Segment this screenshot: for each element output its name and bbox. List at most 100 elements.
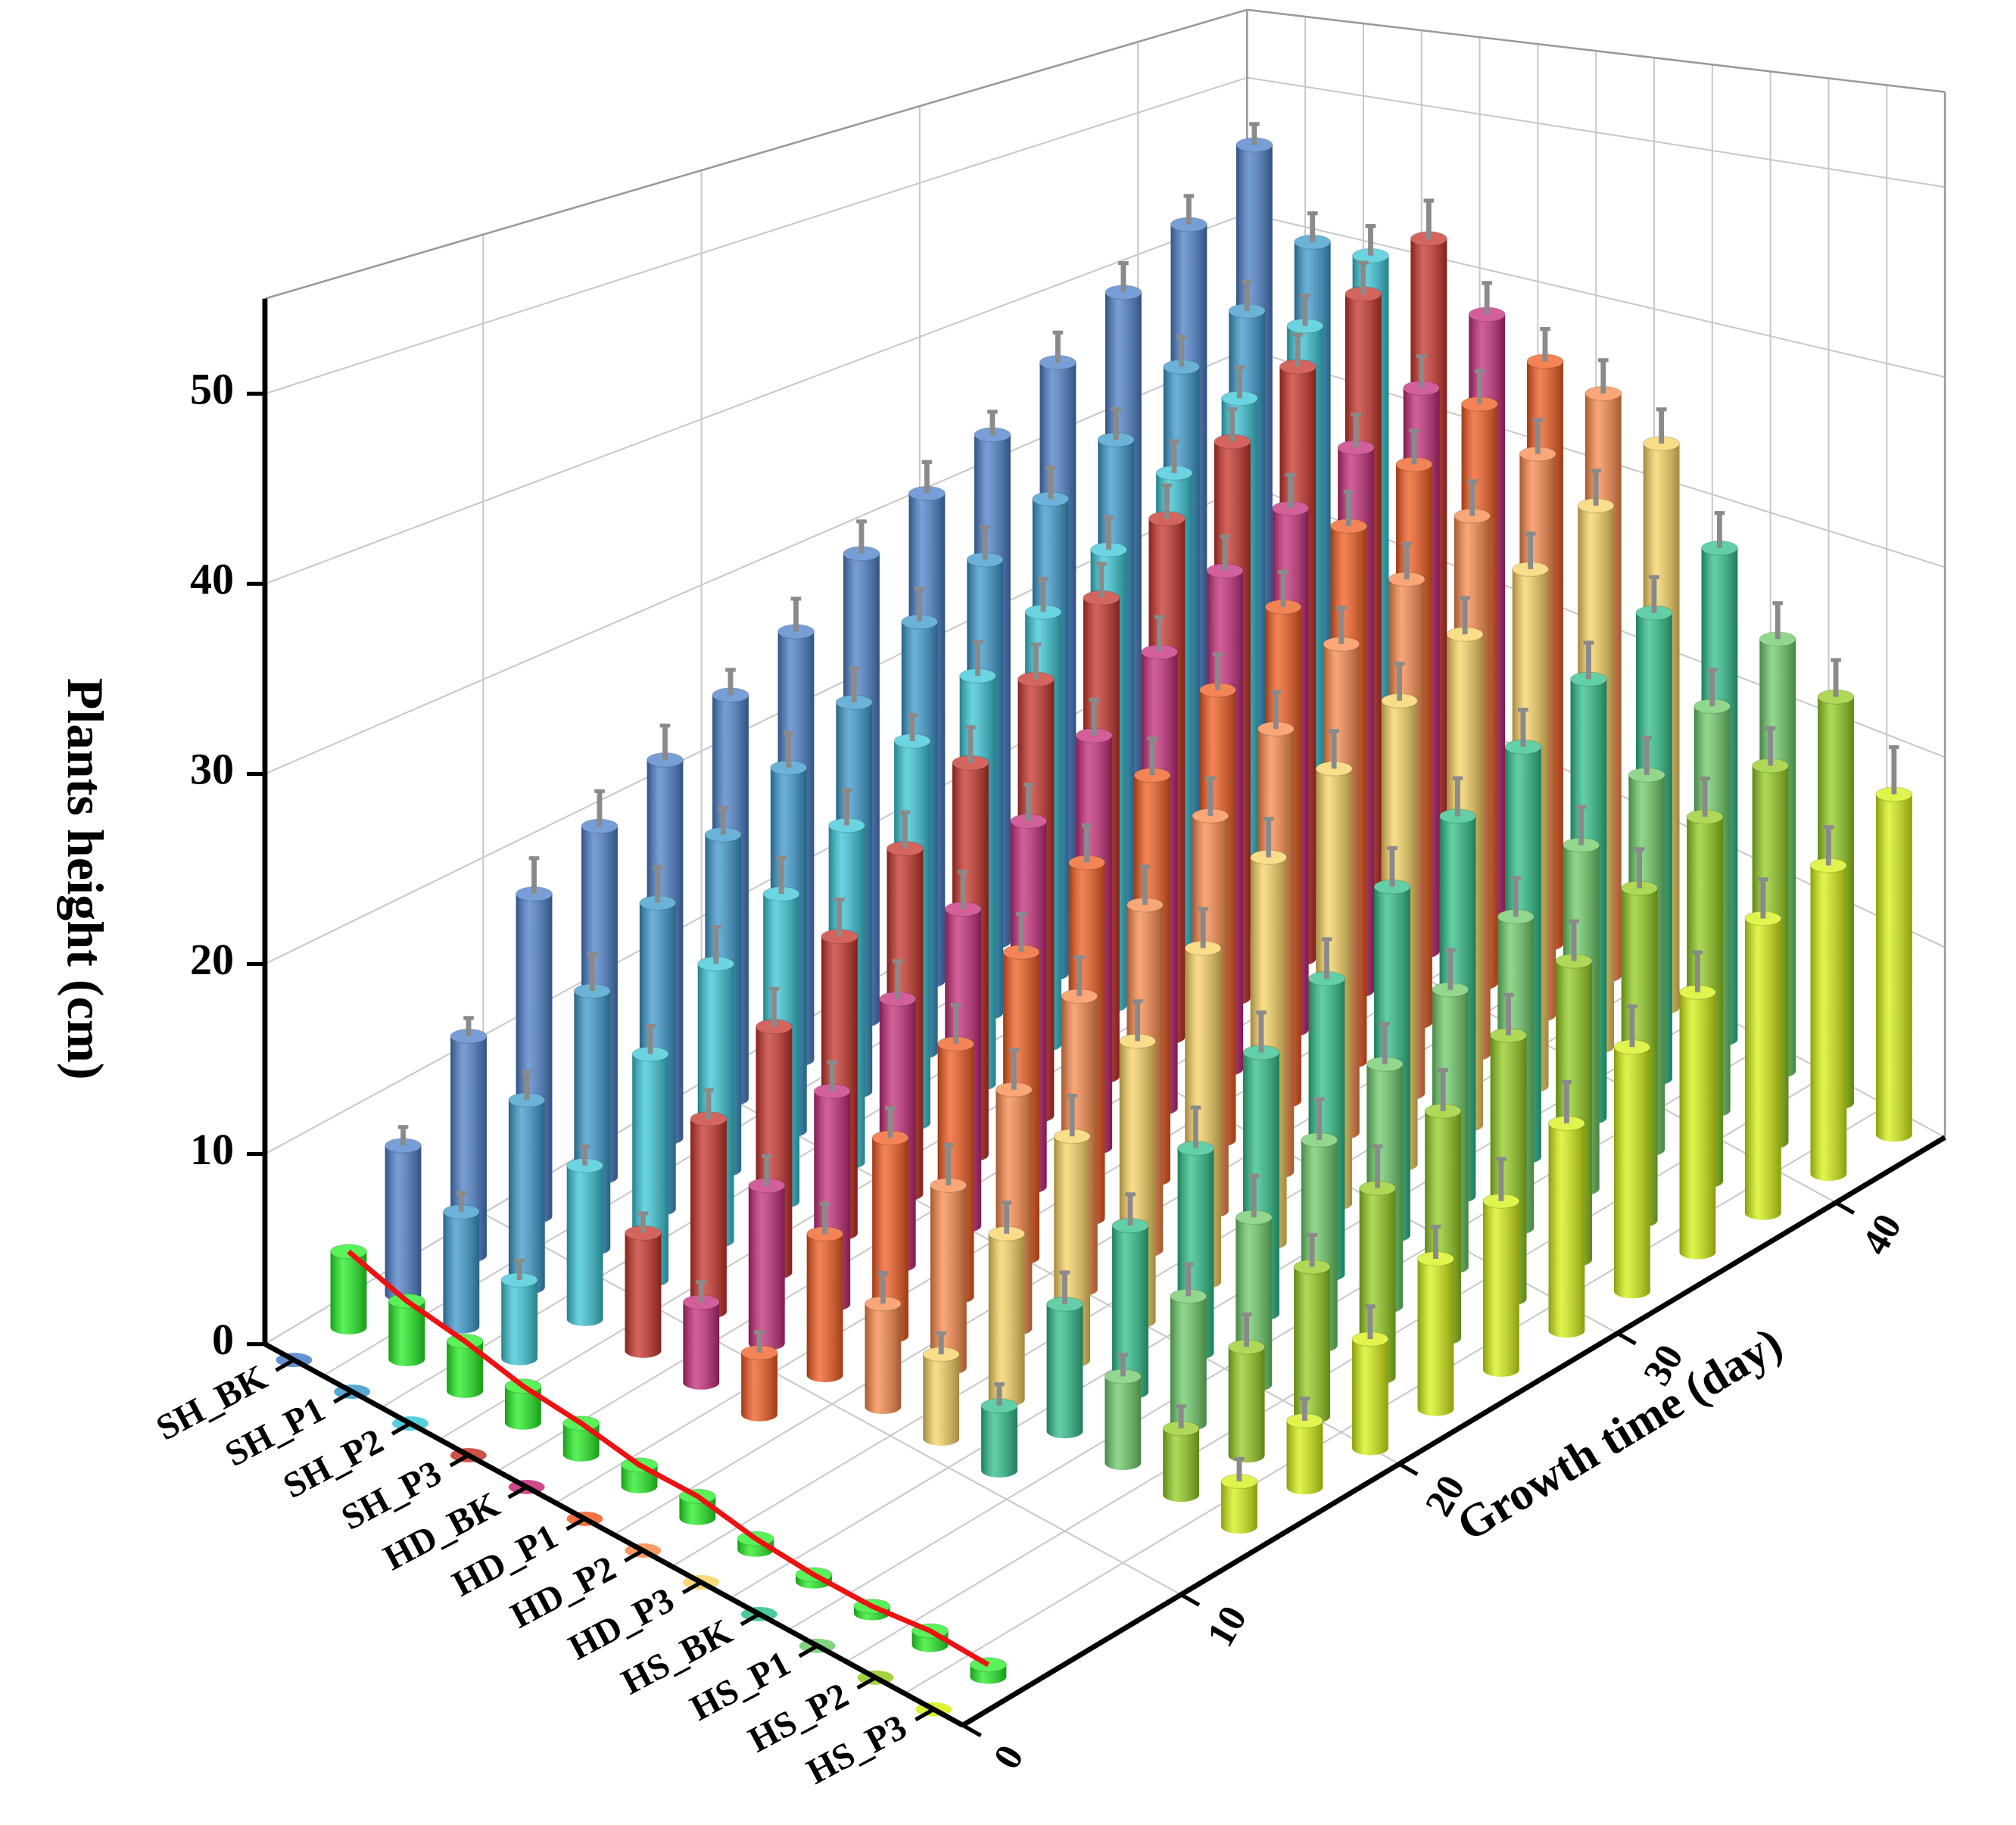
bar bbox=[1875, 786, 1913, 1142]
error-bar bbox=[1532, 418, 1544, 454]
bar-shade bbox=[566, 1165, 603, 1326]
error-bar bbox=[1307, 1232, 1317, 1267]
error-bar bbox=[885, 1106, 896, 1138]
error-bar bbox=[1125, 1192, 1136, 1226]
error-bar bbox=[1103, 515, 1114, 550]
error-bar bbox=[1466, 479, 1478, 516]
bar-shade bbox=[1810, 865, 1847, 1181]
z-tick-label: 20 bbox=[190, 935, 234, 984]
error-bar bbox=[965, 725, 976, 763]
bar bbox=[1613, 1039, 1651, 1299]
bar-shade bbox=[508, 1100, 545, 1294]
bar-top-light bbox=[748, 1178, 785, 1193]
bar-shade bbox=[1744, 918, 1781, 1220]
bar bbox=[1285, 1412, 1324, 1495]
bar bbox=[1809, 858, 1847, 1181]
x-tick-label: 0 bbox=[985, 1738, 1032, 1777]
error-bar bbox=[1597, 358, 1609, 394]
error-bar bbox=[1117, 1353, 1129, 1377]
error-bar bbox=[1067, 1093, 1078, 1137]
error-bar bbox=[1299, 1397, 1310, 1421]
error-bar bbox=[1248, 1173, 1260, 1218]
error-bar bbox=[1540, 327, 1550, 362]
error-bar bbox=[1379, 1021, 1391, 1064]
error-bar bbox=[397, 1125, 409, 1146]
error-bar bbox=[980, 525, 991, 560]
error-bar bbox=[1329, 729, 1339, 769]
error-bar bbox=[1139, 864, 1151, 905]
bar-shade bbox=[330, 1251, 367, 1334]
bar-shade bbox=[388, 1300, 425, 1366]
error-bar bbox=[921, 459, 933, 494]
error-bar bbox=[1482, 281, 1492, 315]
error-bar bbox=[1198, 907, 1208, 948]
z-tick-label: 40 bbox=[190, 555, 234, 604]
error-bar bbox=[1351, 413, 1361, 448]
error-bar bbox=[1074, 955, 1085, 997]
front-bar bbox=[388, 1293, 425, 1366]
error-bar bbox=[1365, 224, 1376, 256]
error-bar bbox=[528, 856, 540, 895]
error-bar bbox=[1081, 823, 1092, 863]
error-bar bbox=[718, 806, 729, 835]
error-bar bbox=[1394, 662, 1405, 701]
error-bar bbox=[1758, 877, 1768, 919]
bar-shade bbox=[683, 1302, 720, 1390]
error-bar bbox=[1335, 606, 1347, 645]
bar bbox=[384, 1138, 422, 1302]
error-bar bbox=[1285, 472, 1296, 509]
bar bbox=[1416, 1250, 1455, 1416]
bar bbox=[442, 1204, 480, 1334]
x-tick bbox=[961, 1724, 982, 1738]
front-bar bbox=[329, 1244, 368, 1334]
plot-marks bbox=[276, 122, 1913, 1717]
error-bar bbox=[849, 666, 860, 702]
bar-top-light bbox=[1170, 217, 1207, 232]
bar bbox=[1170, 1288, 1207, 1431]
bar-shade bbox=[1294, 1266, 1331, 1424]
error-bar bbox=[783, 731, 794, 768]
box-edge bbox=[264, 8, 1248, 300]
error-bar bbox=[1706, 668, 1718, 707]
x-tick bbox=[1616, 1331, 1637, 1346]
bar-shade bbox=[981, 1406, 1017, 1478]
error-bar bbox=[1169, 439, 1179, 473]
bar bbox=[1547, 1116, 1586, 1338]
bar-shade bbox=[1228, 1347, 1265, 1463]
bar bbox=[1351, 1331, 1389, 1456]
bar-shade bbox=[1105, 1376, 1142, 1471]
error-bar bbox=[1300, 293, 1310, 326]
bar bbox=[624, 1225, 662, 1358]
error-bar bbox=[1823, 824, 1834, 866]
bar bbox=[922, 1347, 960, 1446]
bar bbox=[1220, 1474, 1258, 1534]
error-bar bbox=[1365, 1304, 1376, 1340]
error-bar bbox=[892, 959, 903, 999]
error-bar bbox=[645, 1023, 656, 1054]
bar-shade bbox=[504, 1386, 541, 1430]
error-bar bbox=[579, 1144, 590, 1166]
category-tick bbox=[856, 1676, 877, 1690]
error-bar bbox=[1343, 489, 1354, 527]
bar-shade bbox=[1614, 1047, 1650, 1299]
bar-shade bbox=[806, 1234, 843, 1382]
error-bar bbox=[1242, 279, 1253, 311]
error-bar bbox=[1627, 1004, 1637, 1048]
grid-line bbox=[729, 1009, 1713, 1599]
error-bar bbox=[1634, 847, 1645, 889]
category-tick bbox=[915, 1708, 935, 1722]
error-bar bbox=[1831, 658, 1841, 697]
bar bbox=[690, 1111, 728, 1319]
error-bar bbox=[943, 1142, 954, 1185]
bar-shade bbox=[741, 1353, 777, 1422]
x-tick-label: 10 bbox=[1198, 1599, 1255, 1654]
bar bbox=[1162, 1421, 1200, 1503]
grid-line bbox=[264, 484, 1248, 965]
category-tick bbox=[275, 1358, 295, 1372]
error-bar bbox=[1278, 569, 1288, 607]
error-bar bbox=[456, 1191, 467, 1213]
bar-shade bbox=[690, 1119, 727, 1319]
error-bar bbox=[1656, 407, 1667, 444]
error-bar bbox=[1387, 846, 1397, 887]
